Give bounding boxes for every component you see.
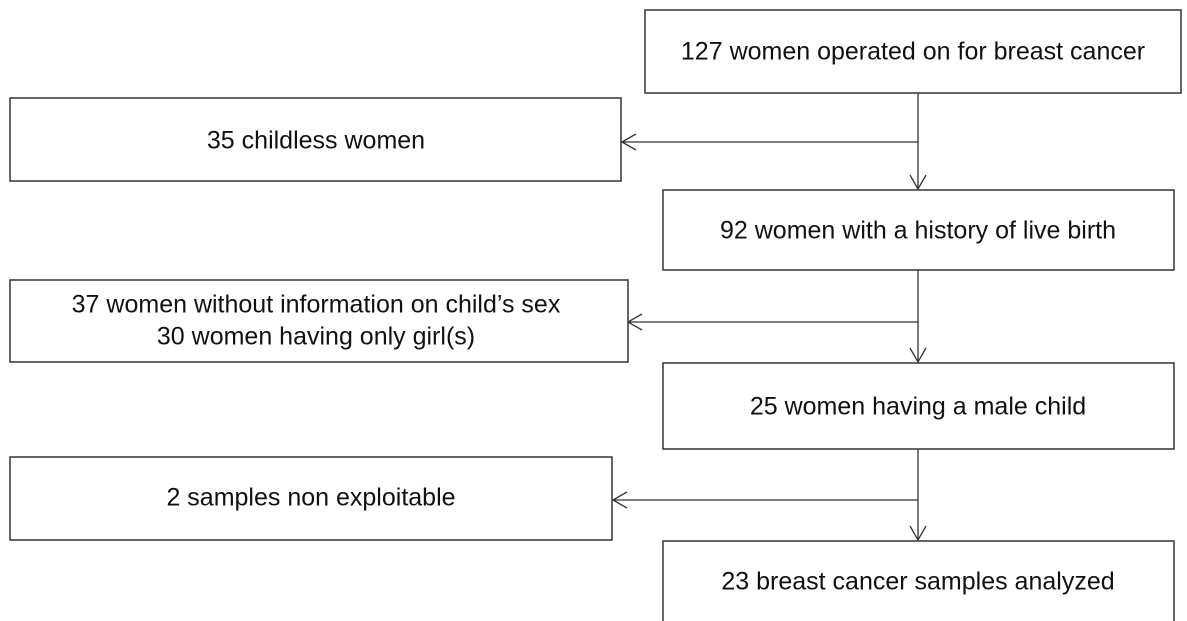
box-label: 2 samples non exploitable [166, 484, 455, 512]
box [662, 362, 1175, 450]
arrow-head [909, 347, 927, 364]
box-label: 30 women having only girl(s) [157, 323, 475, 351]
arrow-head [620, 133, 637, 151]
box-label: 37 women without information on child’s … [72, 291, 561, 319]
box-label: 127 women operated on for breast cancer [681, 38, 1145, 66]
box [9, 97, 622, 182]
box-label: 25 women having a male child [750, 393, 1086, 421]
box [662, 189, 1175, 271]
box [662, 540, 1175, 621]
connectors [611, 93, 927, 542]
box [9, 456, 613, 541]
box-label: 35 childless women [207, 127, 425, 155]
box [644, 9, 1182, 94]
arrow-head [909, 174, 927, 191]
box [9, 279, 629, 363]
arrow-head [909, 525, 927, 542]
box-label: 92 women with a history of live birth [720, 217, 1116, 245]
arrow-head [611, 491, 628, 509]
box-label: 23 breast cancer samples analyzed [721, 568, 1114, 596]
